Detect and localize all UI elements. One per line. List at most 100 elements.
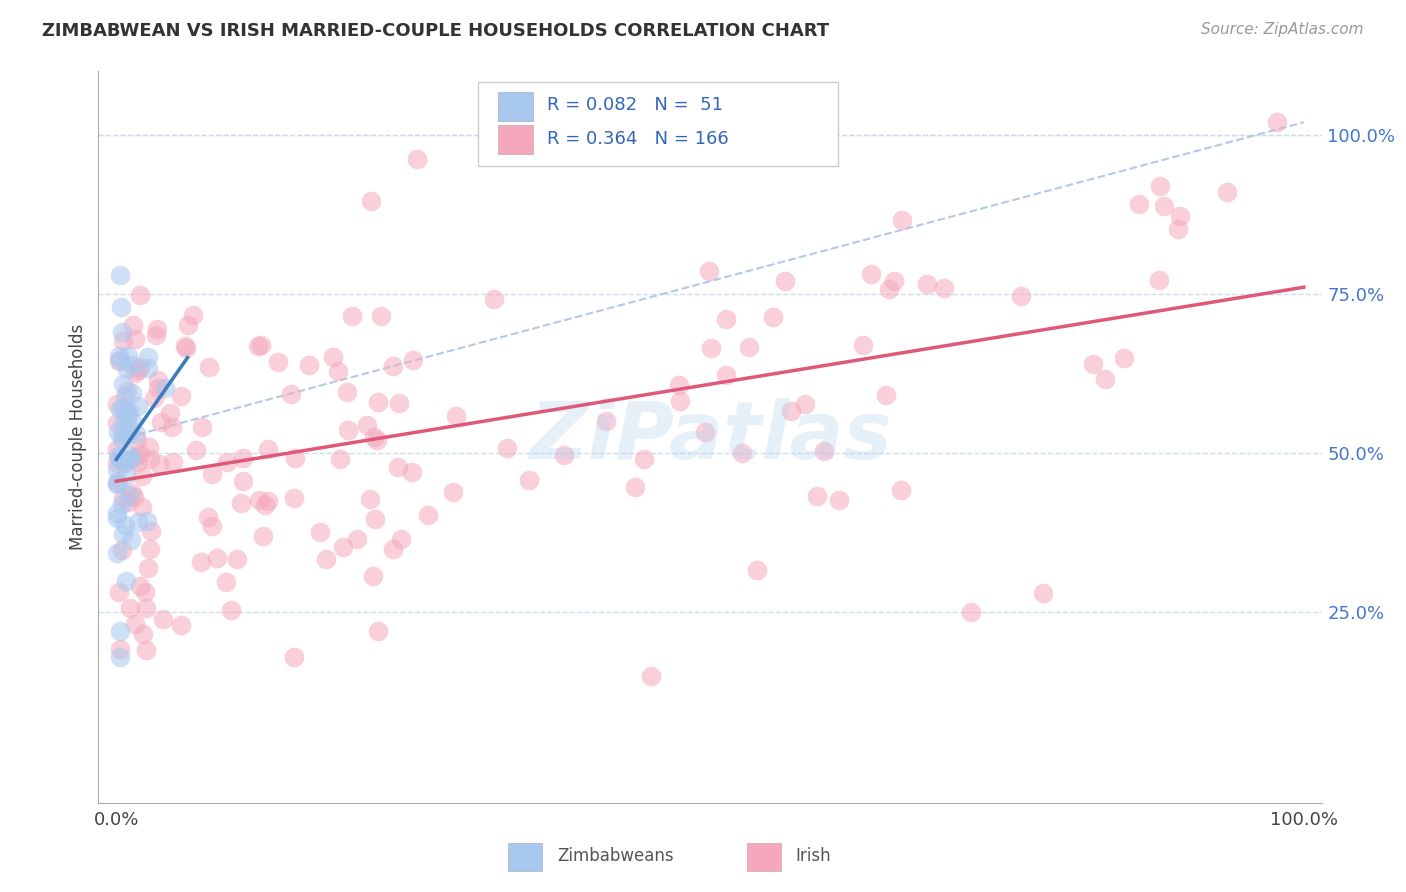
Point — [875, 387, 897, 401]
Point — [370, 309, 392, 323]
Point — [1094, 372, 1116, 386]
Point — [363, 430, 385, 444]
Point — [444, 409, 467, 424]
Point — [107, 354, 129, 368]
Point — [190, 556, 212, 570]
Point — [115, 468, 138, 483]
Point — [108, 624, 131, 638]
Point — [356, 417, 378, 432]
Point — [148, 373, 170, 387]
Point — [121, 486, 143, 500]
Point — [806, 489, 828, 503]
Point — [115, 384, 138, 398]
Point — [231, 496, 253, 510]
Point — [124, 450, 146, 465]
Point — [139, 541, 162, 556]
Point — [117, 427, 139, 442]
Point — [482, 292, 505, 306]
Point — [190, 420, 212, 434]
Point — [128, 455, 150, 469]
Point — [1167, 222, 1189, 236]
Point — [108, 450, 131, 465]
Point — [309, 525, 332, 540]
Point — [266, 355, 288, 369]
Point — [669, 394, 692, 409]
Point — [382, 541, 405, 556]
Point — [145, 328, 167, 343]
Point — [107, 511, 129, 525]
Point — [121, 358, 143, 372]
Point — [553, 449, 575, 463]
Point — [852, 338, 875, 352]
Point — [283, 649, 305, 664]
Bar — [508, 843, 543, 871]
Point — [135, 642, 157, 657]
Point — [890, 483, 912, 498]
Point — [127, 363, 149, 377]
Point — [112, 526, 135, 541]
Point — [496, 441, 519, 455]
Point — [207, 551, 229, 566]
Point — [111, 452, 134, 467]
Point — [716, 312, 738, 326]
Text: Irish: Irish — [796, 847, 831, 865]
Point — [387, 459, 409, 474]
Point — [136, 361, 159, 376]
Point — [917, 277, 939, 291]
Point — [640, 668, 662, 682]
Point — [1010, 288, 1032, 302]
Point — [107, 456, 129, 470]
Point — [253, 498, 276, 512]
Point — [960, 605, 983, 619]
Point — [129, 287, 152, 301]
Text: Source: ZipAtlas.com: Source: ZipAtlas.com — [1201, 22, 1364, 37]
Point — [120, 533, 142, 548]
Point — [340, 309, 363, 323]
Point — [668, 377, 690, 392]
Point — [152, 612, 174, 626]
Point — [215, 574, 238, 589]
Point — [142, 391, 165, 405]
Point — [200, 467, 222, 481]
Point — [1168, 209, 1191, 223]
Point — [747, 563, 769, 577]
Point — [859, 267, 882, 281]
Point — [1149, 179, 1171, 194]
Point — [139, 452, 162, 467]
Point — [107, 442, 129, 457]
Point — [110, 300, 132, 314]
Point — [401, 465, 423, 479]
Text: Zimbabweans: Zimbabweans — [557, 847, 673, 865]
Point — [118, 488, 141, 502]
Point — [169, 389, 191, 403]
Point — [117, 495, 139, 509]
Point — [107, 425, 129, 439]
Point — [633, 451, 655, 466]
Point — [111, 325, 134, 339]
Text: R = 0.082   N =  51: R = 0.082 N = 51 — [547, 96, 723, 114]
Point — [366, 624, 388, 638]
Point — [124, 332, 146, 346]
Point — [111, 401, 134, 415]
Point — [114, 518, 136, 533]
Point — [121, 451, 143, 466]
Point — [127, 515, 149, 529]
Point — [148, 457, 170, 471]
Point — [215, 455, 238, 469]
Point — [1081, 357, 1104, 371]
Point — [714, 368, 737, 382]
Point — [107, 397, 129, 411]
Point — [124, 366, 146, 380]
Point — [107, 463, 129, 477]
Point — [108, 585, 131, 599]
Point — [315, 552, 337, 566]
Point — [108, 353, 131, 368]
Point — [731, 446, 754, 460]
Point — [219, 603, 242, 617]
Point — [1032, 586, 1054, 600]
Point — [107, 477, 129, 491]
Point — [136, 515, 159, 529]
Point — [129, 360, 152, 375]
Point — [1149, 273, 1171, 287]
Point — [226, 552, 249, 566]
